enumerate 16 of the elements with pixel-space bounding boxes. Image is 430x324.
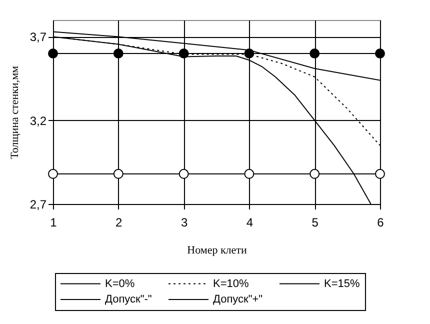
- legend-label: K=0%: [105, 278, 135, 290]
- x-tick-label: 3: [180, 216, 188, 230]
- x-tick-label: 4: [246, 216, 254, 230]
- legend-label: K=10%: [213, 278, 249, 290]
- x-tick-label: 1: [50, 216, 58, 230]
- y-tick-label: 3,7: [30, 30, 47, 44]
- y-tick-label: 3,2: [30, 114, 47, 128]
- x-axis-title: Номер клети: [187, 244, 247, 256]
- legend-label: Допуск"+": [213, 294, 263, 306]
- y-tick-label: 2,7: [30, 198, 47, 212]
- x-tick-label: 5: [312, 216, 319, 230]
- legend-label: Допуск"-": [105, 294, 152, 306]
- legend-label: K=15%: [324, 278, 360, 290]
- x-tick-label: 2: [116, 216, 123, 230]
- x-tick-label: 6: [377, 216, 384, 230]
- y-axis-title: Толщина стенки,мм: [8, 66, 21, 159]
